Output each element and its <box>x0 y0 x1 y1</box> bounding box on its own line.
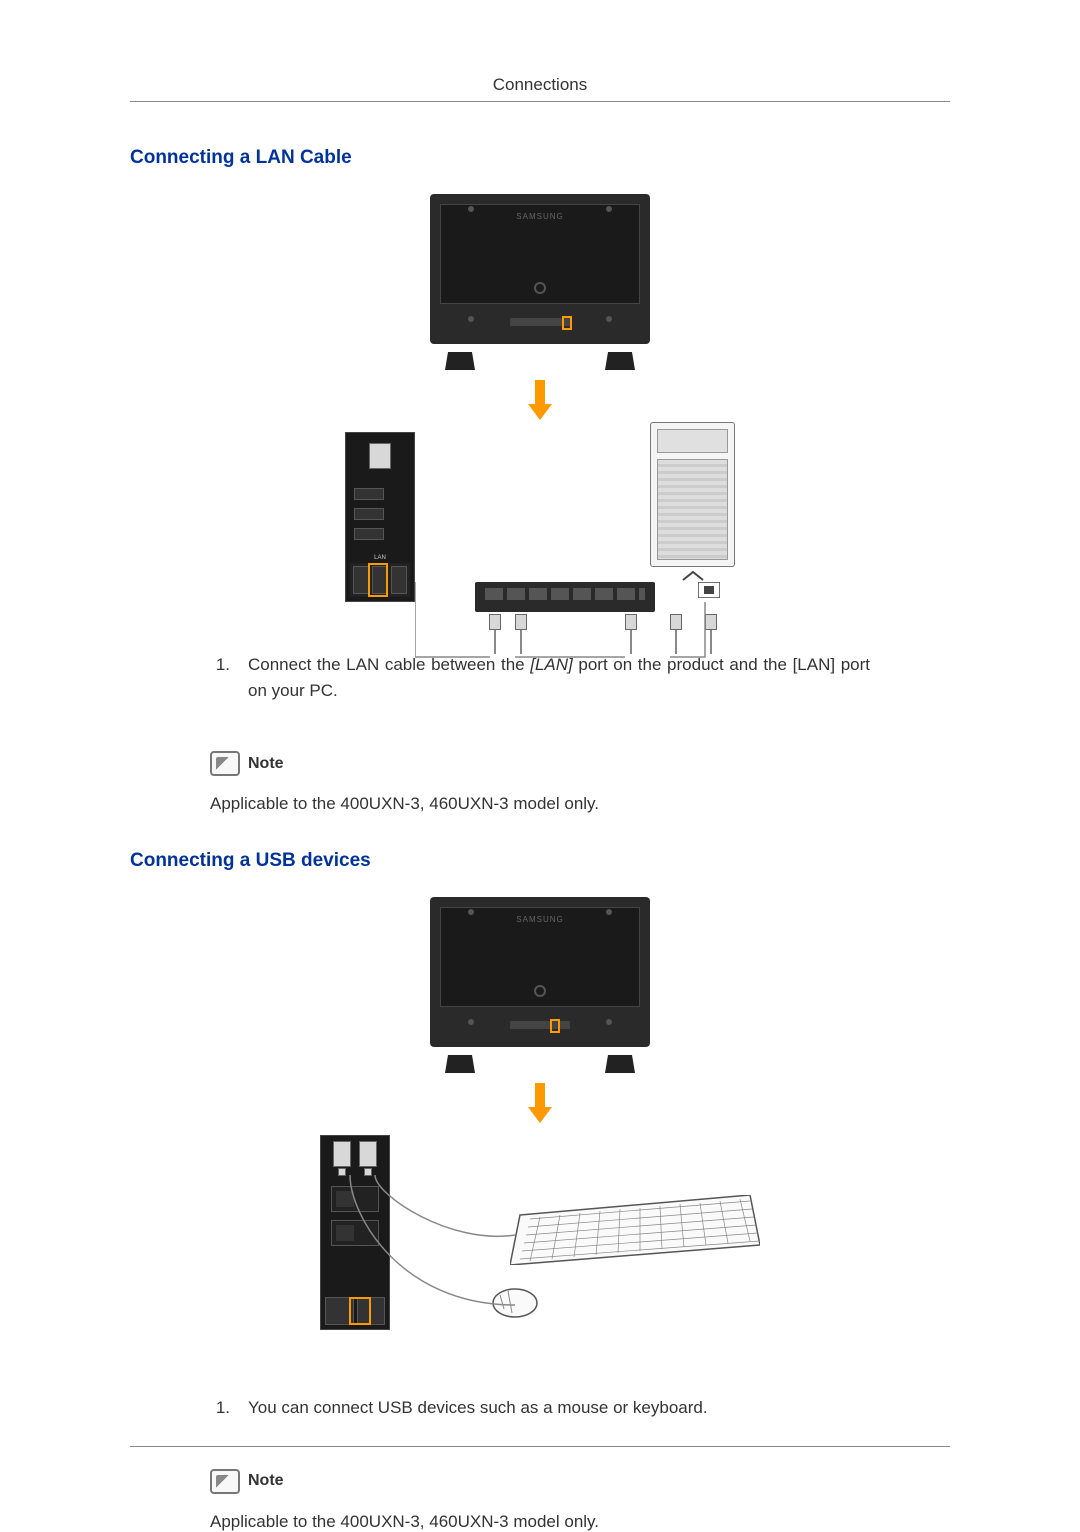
note-icon <box>210 751 240 776</box>
monitor-illustration-2: SAMSUNG <box>430 897 650 1047</box>
monitor-illustration: SAMSUNG <box>430 194 650 344</box>
note-text-2: Applicable to the 400UXN-3, 460UXN-3 mod… <box>130 1512 950 1532</box>
note-label: Note <box>248 755 284 773</box>
monitor-brand-2: SAMSUNG <box>430 915 650 924</box>
rj45-plug-icon <box>369 443 391 469</box>
footer-divider <box>130 1446 950 1447</box>
usb-port-highlight <box>550 1019 560 1033</box>
lan-block-highlight <box>368 563 388 597</box>
note-text-1: Applicable to the 400UXN-3, 460UXN-3 mod… <box>130 794 950 814</box>
section-2-title: Connecting a USB devices <box>130 850 950 872</box>
instr-number: 1. <box>210 652 230 703</box>
section-1-title: Connecting a LAN Cable <box>130 147 950 169</box>
monitor-brand: SAMSUNG <box>430 212 650 221</box>
arrow-down-icon-2 <box>528 1083 552 1123</box>
arrow-down-icon <box>528 380 552 420</box>
instr-text-2: You can connect USB devices such as a mo… <box>248 1395 870 1421</box>
lan-label: LAN <box>374 555 386 561</box>
note-icon <box>210 1469 240 1494</box>
note-label-2: Note <box>248 1472 284 1490</box>
monitor-stand <box>345 352 735 370</box>
page-container: Connections Connecting a LAN Cable SAMSU… <box>0 0 1080 1527</box>
page-header: Connections <box>130 75 950 102</box>
note-row-1: Note <box>130 751 950 776</box>
usb-cable-line <box>320 1135 760 1345</box>
lan-cable-line <box>415 462 735 662</box>
lan-diagram: SAMSUNG LAN <box>130 194 950 602</box>
note-row-2: Note <box>130 1469 950 1494</box>
lan-port-highlight <box>562 316 572 330</box>
usb-instruction-area: 1. You can connect USB devices such as a… <box>130 1395 950 1421</box>
usb-diagram: SAMSUNG <box>130 897 950 1345</box>
lan-port-block: LAN <box>345 432 415 602</box>
instr-number-2: 1. <box>210 1395 230 1421</box>
monitor-stand-2 <box>320 1055 760 1073</box>
